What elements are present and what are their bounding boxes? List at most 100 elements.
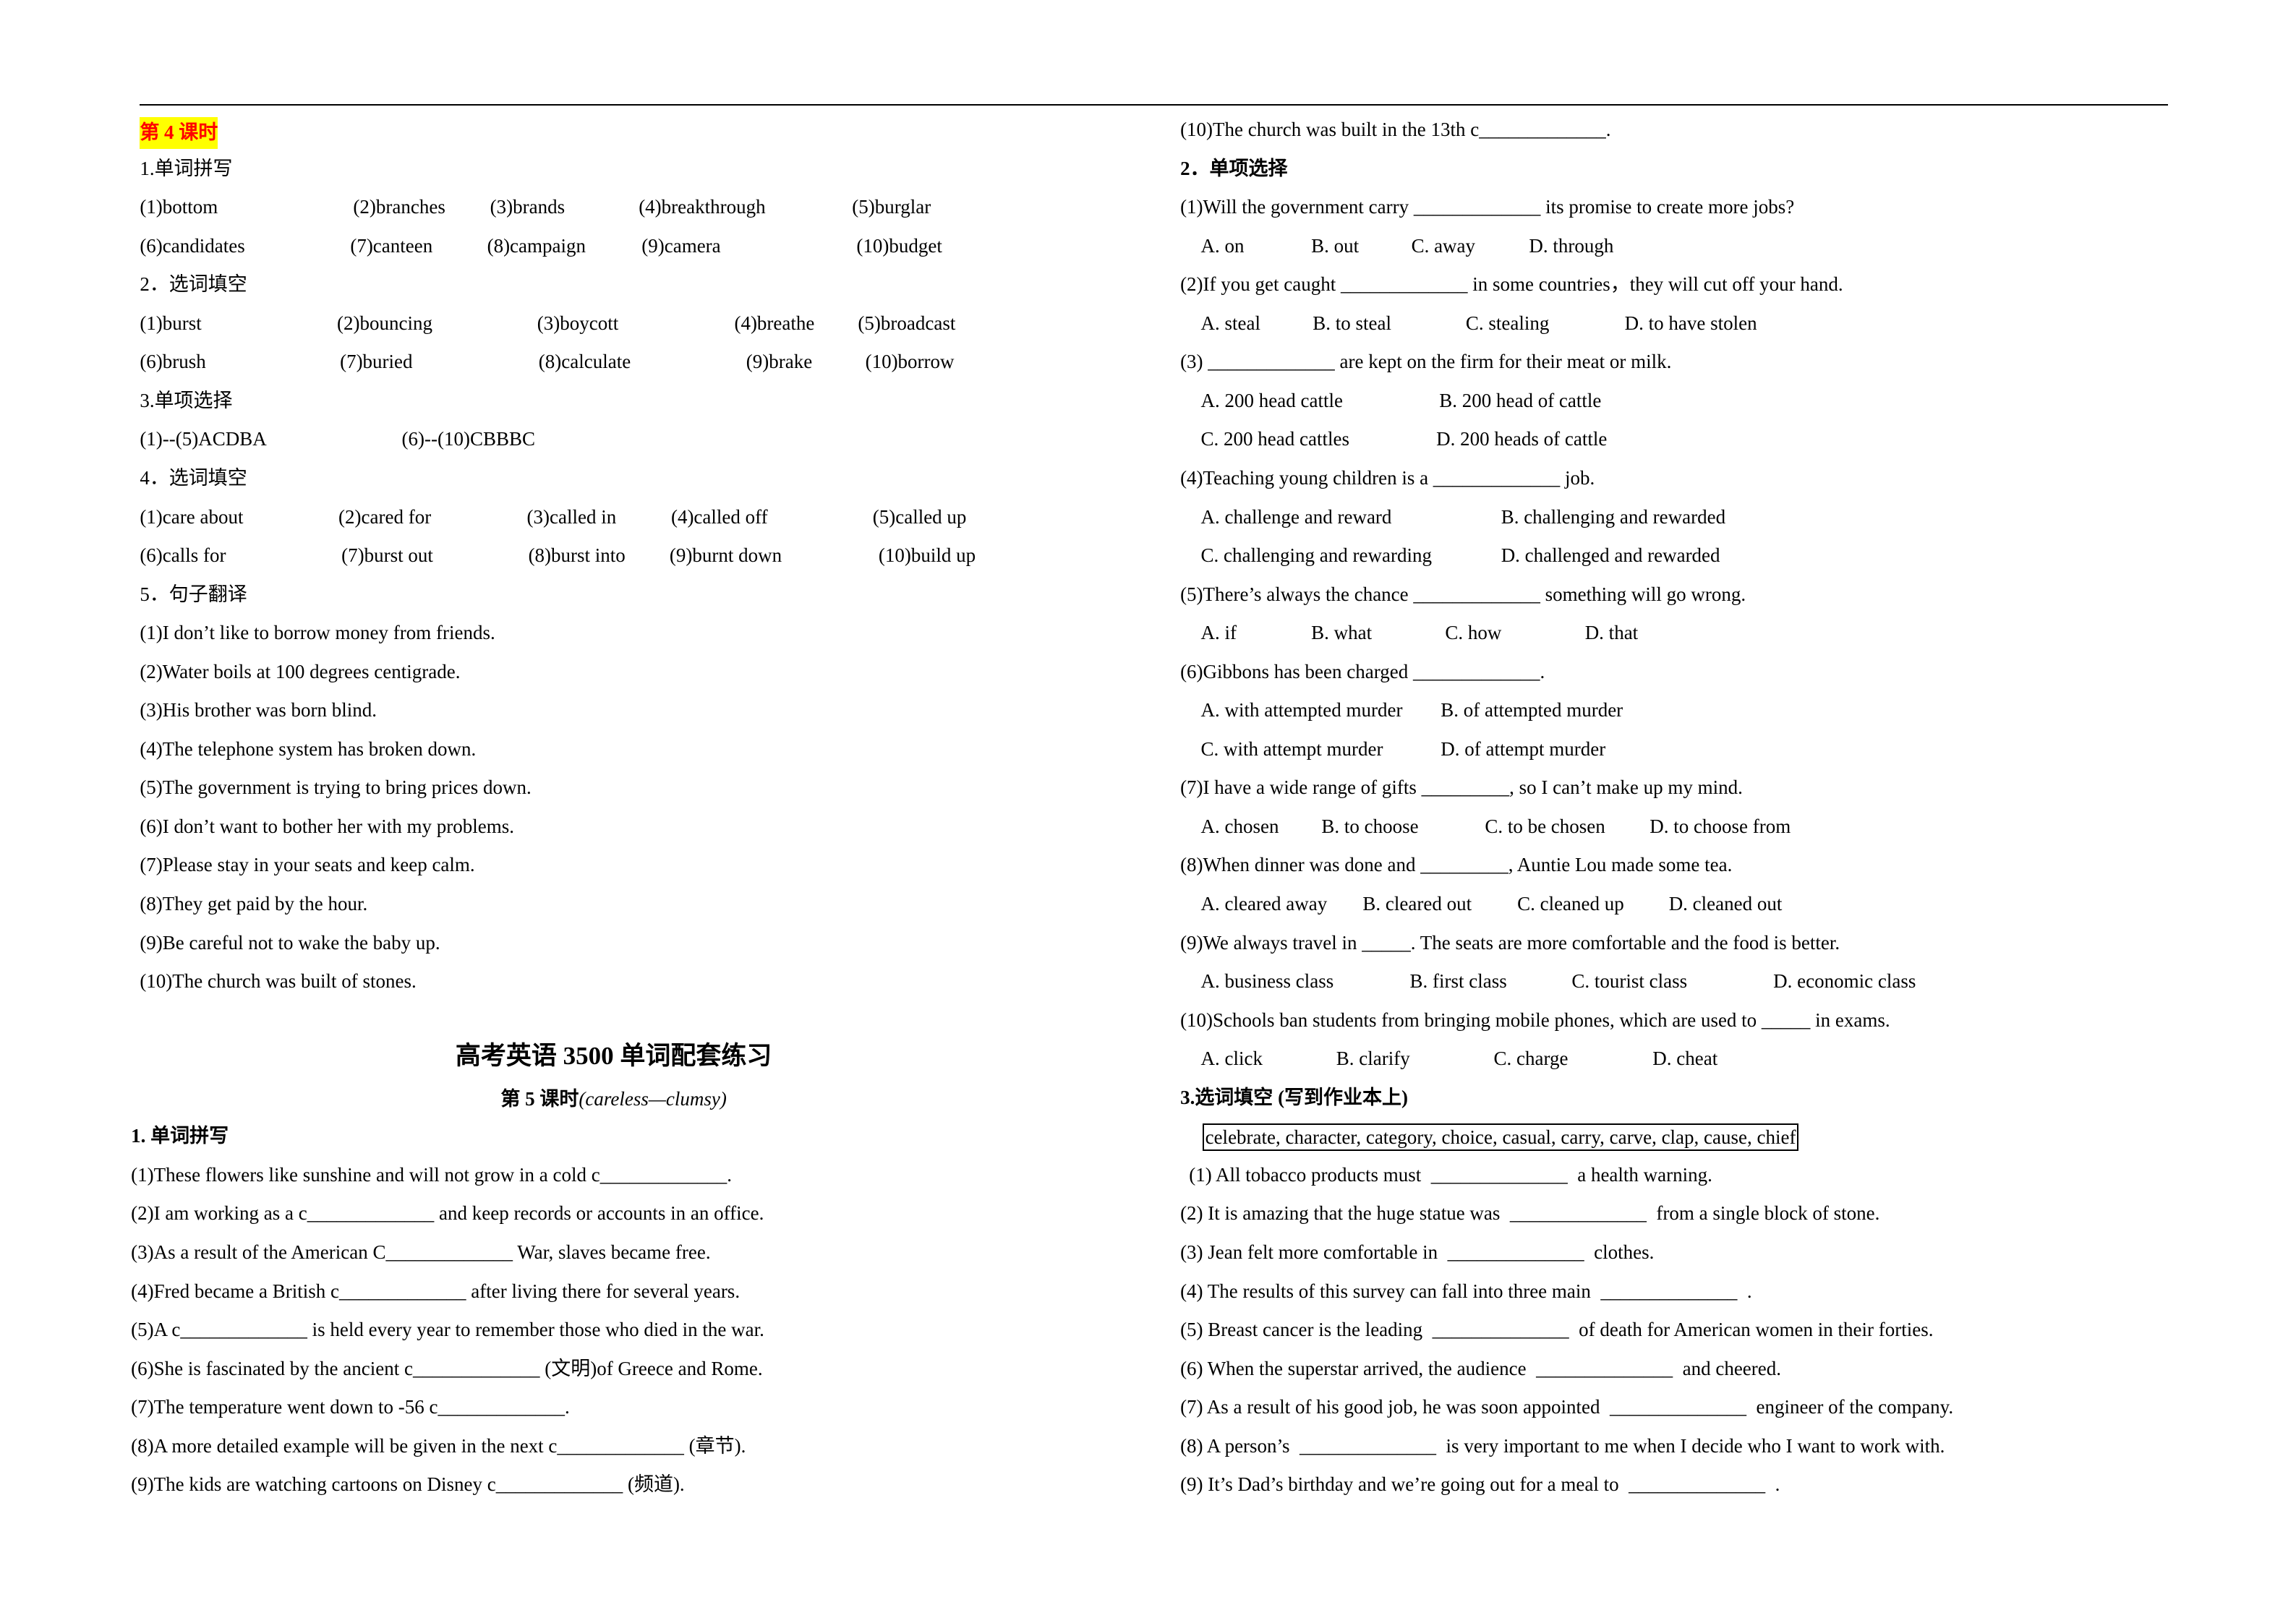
translation-sentence: (5)The government is trying to bring pri… [140, 776, 532, 799]
translation-sentence: (3)His brother was born blind. [140, 699, 377, 721]
answer-item: (4)breathe [734, 312, 815, 334]
fill-in-item: (4) The results of this survey can fall … [1180, 1280, 1752, 1302]
question-stem: (2)If you get caught _____________ in so… [1180, 273, 1843, 296]
answer-option: D. cleaned out [1668, 893, 1783, 915]
answer-item: (9)camera [641, 234, 721, 257]
answer-option: D. of attempt murder [1441, 737, 1606, 760]
section-heading: 3.单项选择 [140, 389, 233, 411]
answer-option: D. through [1529, 234, 1614, 257]
answer-item: (2)branches [353, 196, 445, 218]
answer-option: A. cleared away [1200, 893, 1328, 915]
translation-sentence: (4)The telephone system has broken down. [140, 737, 477, 760]
section-heading: 4．选词填空 [140, 466, 247, 489]
answer-option: A. 200 head cattle [1200, 389, 1343, 411]
answer-option: C. challenging and rewarding [1200, 544, 1432, 567]
exercise-heading: 2．单项选择 [1180, 157, 1288, 179]
answer-item: (10)borrow [865, 351, 955, 373]
document-title: 高考英语 3500 单词配套练习 [455, 1042, 772, 1071]
exercise-heading: 1. 单词拼写 [131, 1125, 229, 1147]
answer-item: (6)calls for [140, 544, 226, 567]
answer-item: (10)build up [878, 544, 976, 567]
answer-option: B. to choose [1321, 815, 1419, 837]
answer-item: (1)care about [140, 505, 244, 528]
answer-item: (1)--(5)ACDBA [140, 428, 267, 450]
answer-option: C. 200 head cattles [1200, 428, 1349, 450]
answer-option: A. with attempted murder [1200, 699, 1403, 721]
answer-item: (5)broadcast [858, 312, 956, 334]
lesson-title-badge: 第 4 课时 [140, 117, 218, 149]
answer-item: (8)campaign [487, 234, 586, 257]
answer-item: (6)--(10)CBBBC [401, 428, 536, 450]
answer-item: (3)brands [490, 196, 566, 218]
answer-option: D. cheat [1652, 1048, 1718, 1070]
answer-item: (3)called in [526, 505, 617, 528]
answer-option: A. on [1200, 234, 1245, 257]
answer-item: (5)called up [872, 505, 967, 528]
exercise-heading: 3.选词填空 (写到作业本上) [1180, 1085, 1408, 1110]
answer-item: (8)burst into [528, 544, 626, 567]
answer-option: A. challenge and reward [1200, 505, 1392, 528]
answer-option: D. challenged and rewarded [1501, 544, 1720, 567]
fill-in-item: (8) A person’s ______________ is very im… [1180, 1434, 1945, 1457]
answer-item: (3)boycott [537, 312, 619, 334]
answer-item: (6)brush [140, 351, 206, 373]
fill-in-item: (4)Fred became a British c_____________ … [131, 1280, 741, 1302]
answer-option: C. tourist class [1571, 970, 1688, 993]
answer-option: D. 200 heads of cattle [1436, 428, 1608, 450]
question-stem: (5)There’s always the chance ___________… [1180, 583, 1746, 605]
fill-in-item: (1)These flowers like sunshine and will … [131, 1163, 732, 1186]
exercise-heading-label: 3.选词填空 [1180, 1086, 1273, 1108]
fill-in-item: (3)As a result of the American C________… [131, 1241, 711, 1263]
question-stem: (9)We always travel in _____. The seats … [1180, 931, 1840, 954]
answer-option: A. business class [1200, 970, 1334, 993]
answer-item: (4)breakthrough [639, 196, 766, 218]
question-stem: (6)Gibbons has been charged ____________… [1180, 660, 1545, 682]
header-rule [140, 104, 2168, 106]
fill-in-item: (1) All tobacco products must __________… [1189, 1163, 1712, 1186]
fill-in-item: (3) Jean felt more comfortable in ______… [1180, 1241, 1655, 1263]
word-range: (careless—clumsy) [579, 1088, 727, 1110]
answer-option: A. steal [1200, 312, 1261, 334]
answer-option: D. to choose from [1650, 815, 1791, 837]
question-stem: (4)Teaching young children is a ________… [1180, 466, 1595, 489]
answer-option: B. of attempted murder [1441, 699, 1623, 721]
answer-item: (9)brake [746, 351, 813, 373]
answer-option: C. away [1411, 234, 1476, 257]
answer-option: B. first class [1409, 970, 1507, 993]
answer-item: (9)burnt down [669, 544, 782, 567]
answer-item: (10)budget [856, 234, 942, 257]
word-bank-box: celebrate, character, category, choice, … [1202, 1123, 1799, 1152]
translation-sentence: (1)I don’t like to borrow money from fri… [140, 622, 495, 644]
section-heading: 2．选词填空 [140, 273, 247, 296]
answer-item: (1)bottom [140, 196, 218, 218]
answer-item: (6)candidates [140, 234, 245, 257]
fill-in-item: (10)The church was built in the 13th c__… [1180, 119, 1611, 140]
translation-sentence: (6)I don’t want to bother her with my pr… [140, 815, 514, 837]
answer-item: (8)calculate [538, 351, 631, 373]
answer-item: (2)bouncing [337, 312, 432, 334]
answer-option: B. out [1311, 234, 1360, 257]
answer-option: C. cleaned up [1517, 893, 1624, 915]
answer-item: (5)burglar [852, 196, 931, 218]
answer-option: B. 200 head of cattle [1439, 389, 1602, 411]
question-stem: (10)Schools ban students from bringing m… [1180, 1009, 1890, 1031]
answer-option: B. cleared out [1362, 893, 1472, 915]
translation-sentence: (10)The church was built of stones. [140, 970, 417, 993]
answer-option: D. to have stolen [1624, 312, 1757, 334]
fill-in-item: (2) It is amazing that the huge statue w… [1180, 1202, 1880, 1225]
question-stem: (7)I have a wide range of gifts ________… [1180, 776, 1743, 799]
answer-option: C. to be chosen [1485, 815, 1605, 837]
answer-option: C. stealing [1465, 312, 1550, 334]
question-stem: (1)Will the government carry ___________… [1180, 196, 1795, 218]
fill-in-item: (9)The kids are watching cartoons on Dis… [131, 1473, 685, 1496]
question-stem: (8)When dinner was done and _________, A… [1180, 854, 1733, 876]
fill-in-item: (5) Breast cancer is the leading _______… [1180, 1319, 1934, 1341]
fill-in-item: (7)The temperature went down to -56 c___… [131, 1396, 570, 1418]
answer-item: (2)cared for [338, 505, 432, 528]
fill-in-item: (9) It’s Dad’s birthday and we’re going … [1180, 1473, 1780, 1496]
lesson-number: 第 5 课时 [500, 1088, 579, 1110]
lesson-subtitle: 第 5 课时(careless—clumsy) [500, 1087, 726, 1111]
answer-option: A. click [1200, 1048, 1263, 1070]
answer-item: (7)buried [340, 351, 413, 373]
answer-item: (1)burst [140, 312, 202, 334]
